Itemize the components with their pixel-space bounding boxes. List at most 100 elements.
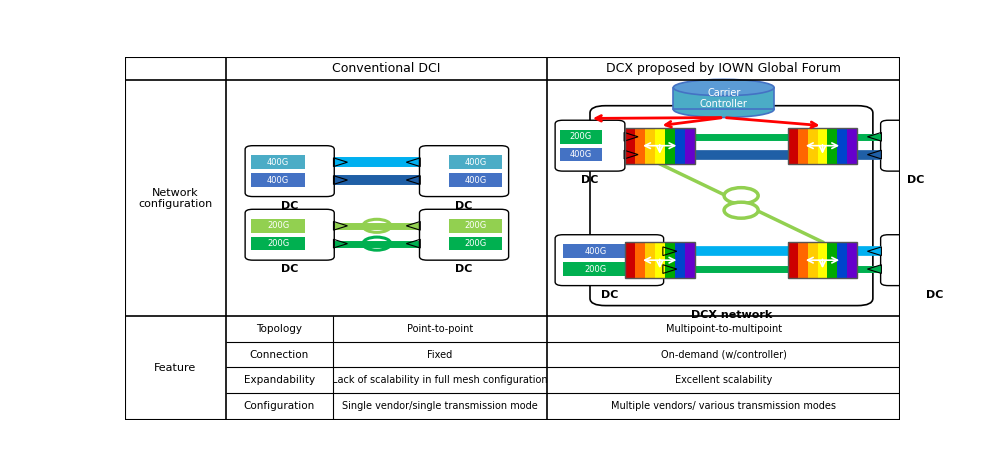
- Bar: [251, 219, 305, 233]
- Text: Configuration: Configuration: [244, 402, 315, 412]
- Ellipse shape: [673, 101, 774, 118]
- Bar: [655, 242, 665, 278]
- Bar: [563, 244, 628, 258]
- Text: DCX proposed by IOWN Global Forum: DCX proposed by IOWN Global Forum: [606, 62, 841, 75]
- Text: 200G: 200G: [570, 132, 592, 141]
- Text: 200G: 200G: [584, 265, 606, 274]
- Text: DC: DC: [455, 201, 473, 211]
- Text: Topology: Topology: [256, 324, 302, 334]
- Text: DCX network: DCX network: [691, 310, 772, 320]
- Text: 200G: 200G: [267, 221, 289, 230]
- Text: DC: DC: [281, 264, 298, 274]
- Bar: [916, 262, 982, 276]
- FancyBboxPatch shape: [555, 120, 625, 171]
- Bar: [449, 237, 502, 251]
- FancyBboxPatch shape: [245, 146, 334, 196]
- Bar: [847, 127, 857, 164]
- Text: On-demand (w/controller): On-demand (w/controller): [661, 350, 787, 360]
- Text: DC: DC: [581, 175, 599, 185]
- Bar: [798, 127, 808, 164]
- Bar: [904, 130, 945, 143]
- FancyBboxPatch shape: [590, 106, 873, 305]
- Bar: [560, 130, 602, 143]
- Bar: [798, 242, 808, 278]
- Bar: [251, 155, 305, 169]
- FancyBboxPatch shape: [420, 146, 509, 196]
- Bar: [788, 242, 798, 278]
- Text: 200G: 200G: [913, 132, 936, 141]
- Bar: [625, 127, 695, 164]
- Text: 400G: 400G: [913, 150, 936, 159]
- FancyBboxPatch shape: [881, 235, 989, 286]
- Circle shape: [724, 188, 758, 203]
- Bar: [827, 127, 837, 164]
- Text: Point-to-point: Point-to-point: [407, 324, 473, 334]
- Text: 400G: 400G: [570, 150, 592, 159]
- Text: 200G: 200G: [465, 239, 487, 248]
- Circle shape: [724, 202, 758, 218]
- Bar: [449, 219, 502, 233]
- Text: DC: DC: [926, 290, 944, 300]
- Bar: [665, 127, 675, 164]
- Bar: [635, 127, 645, 164]
- Bar: [675, 127, 685, 164]
- Text: Network
configuration: Network configuration: [138, 187, 212, 209]
- FancyBboxPatch shape: [420, 209, 509, 260]
- Text: 400G: 400G: [938, 247, 960, 256]
- Bar: [645, 127, 655, 164]
- Bar: [788, 127, 857, 164]
- Ellipse shape: [673, 79, 774, 96]
- Bar: [916, 244, 982, 258]
- Bar: [251, 173, 305, 187]
- Text: Feature: Feature: [154, 363, 196, 373]
- Text: Conventional DCI: Conventional DCI: [332, 62, 441, 75]
- Bar: [251, 237, 305, 251]
- Text: Single vendor/single transmission mode: Single vendor/single transmission mode: [342, 402, 538, 412]
- Bar: [808, 127, 818, 164]
- Bar: [685, 242, 695, 278]
- Text: DC: DC: [907, 175, 924, 185]
- Text: 200G: 200G: [465, 221, 487, 230]
- Text: Expandability: Expandability: [244, 375, 315, 385]
- Bar: [837, 127, 847, 164]
- Bar: [685, 127, 695, 164]
- Bar: [625, 242, 695, 278]
- Bar: [560, 148, 602, 161]
- Bar: [788, 242, 857, 278]
- Bar: [449, 173, 502, 187]
- Text: DC: DC: [281, 201, 298, 211]
- FancyBboxPatch shape: [245, 209, 334, 260]
- FancyBboxPatch shape: [555, 235, 664, 286]
- Text: 400G: 400G: [465, 176, 487, 185]
- Bar: [449, 155, 502, 169]
- Text: 400G: 400G: [465, 158, 487, 167]
- Bar: [818, 242, 827, 278]
- Bar: [625, 127, 635, 164]
- Bar: [904, 148, 945, 161]
- Text: Multiple vendors/ various transmission modes: Multiple vendors/ various transmission m…: [611, 402, 836, 412]
- Text: Multipoint-to-multipoint: Multipoint-to-multipoint: [666, 324, 782, 334]
- Bar: [665, 242, 675, 278]
- Bar: [625, 242, 635, 278]
- Bar: [818, 127, 827, 164]
- Text: Lack of scalability in full mesh configuration: Lack of scalability in full mesh configu…: [332, 375, 548, 385]
- Bar: [563, 262, 628, 276]
- Bar: [788, 127, 798, 164]
- Bar: [645, 242, 655, 278]
- Text: 400G: 400G: [267, 176, 289, 185]
- Bar: [808, 242, 818, 278]
- Text: Carrier
Controller: Carrier Controller: [700, 88, 748, 109]
- Text: DC: DC: [601, 290, 618, 300]
- Text: Fixed: Fixed: [427, 350, 453, 360]
- Bar: [675, 242, 685, 278]
- Text: 200G: 200G: [267, 239, 289, 248]
- Text: Connection: Connection: [250, 350, 309, 360]
- Text: DC: DC: [455, 264, 473, 274]
- Text: 400G: 400G: [267, 158, 289, 167]
- Bar: [827, 242, 837, 278]
- Bar: [635, 242, 645, 278]
- Bar: [837, 242, 847, 278]
- Text: 400G: 400G: [584, 247, 606, 256]
- Bar: [673, 87, 774, 110]
- Bar: [655, 127, 665, 164]
